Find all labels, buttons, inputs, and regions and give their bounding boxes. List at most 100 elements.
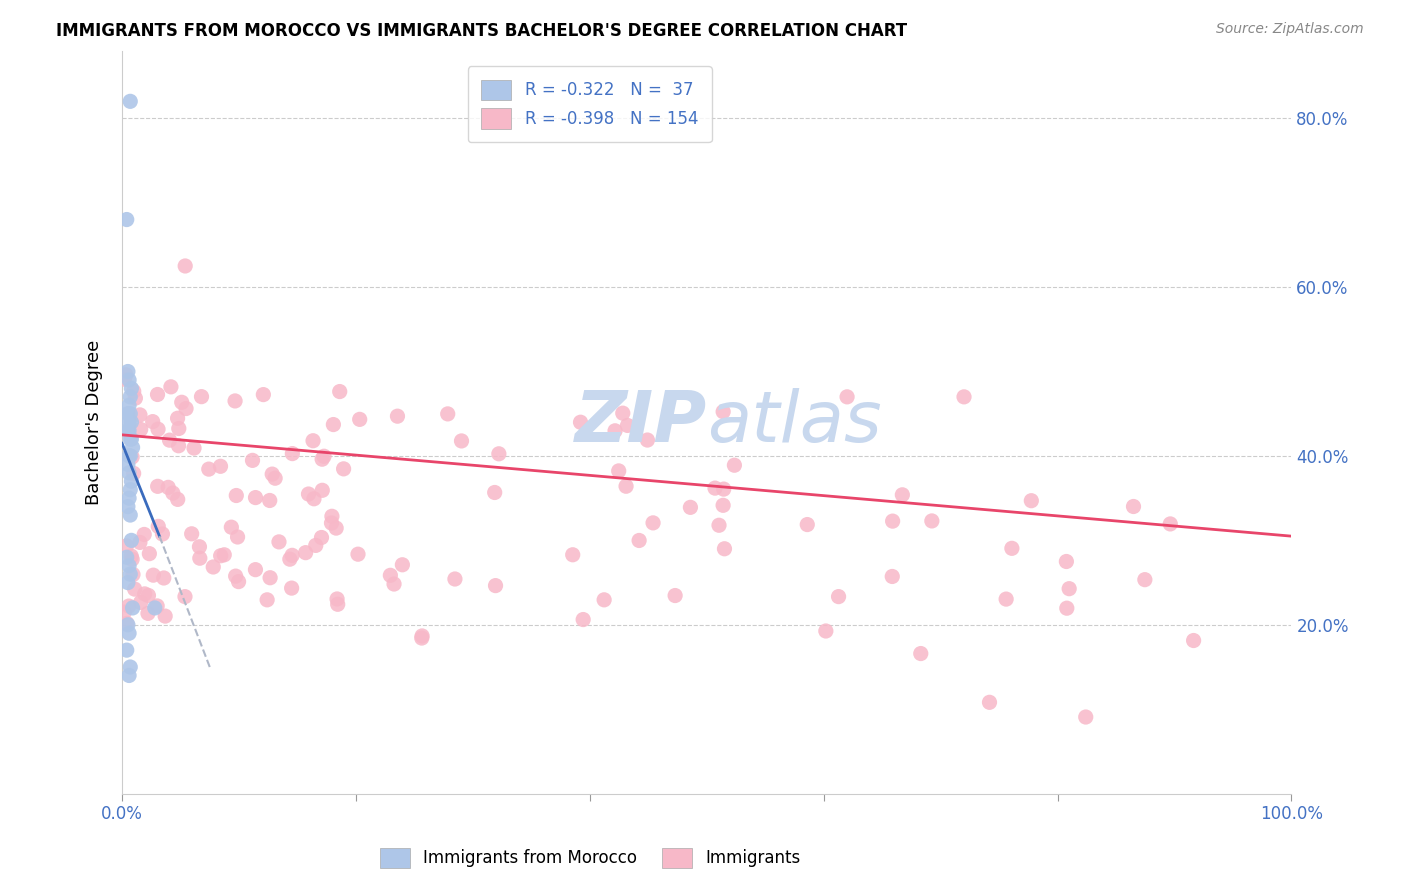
Point [142, 568, 165, 582]
Point [891, 488, 914, 502]
Y-axis label: Bachelor's Degree: Bachelor's Degree [86, 340, 103, 505]
Point [882, 514, 904, 528]
Point [221, 520, 243, 534]
Point [117, 617, 139, 632]
Point [612, 406, 634, 420]
Text: atlas: atlas [707, 388, 882, 457]
Point [488, 447, 510, 461]
Point [411, 629, 433, 643]
Point [129, 595, 152, 609]
Point [152, 527, 174, 541]
Point [1122, 500, 1144, 514]
Point [259, 571, 281, 585]
Point [166, 411, 188, 425]
Point [259, 493, 281, 508]
Point [120, 432, 142, 446]
Point [603, 424, 626, 438]
Point [120, 475, 142, 489]
Point [134, 527, 156, 541]
Point [112, 605, 135, 619]
Point [1159, 516, 1181, 531]
Point [138, 547, 160, 561]
Point [120, 533, 142, 548]
Point [124, 582, 146, 596]
Point [122, 567, 145, 582]
Point [117, 458, 139, 472]
Point [174, 259, 197, 273]
Point [245, 491, 267, 505]
Point [382, 577, 405, 591]
Point [129, 535, 152, 549]
Point [679, 500, 702, 515]
Point [882, 569, 904, 583]
Point [167, 439, 190, 453]
Point [159, 433, 181, 447]
Point [387, 409, 409, 424]
Point [329, 384, 352, 399]
Point [607, 464, 630, 478]
Point [1182, 633, 1205, 648]
Point [380, 568, 402, 582]
Point [162, 486, 184, 500]
Point [1021, 493, 1043, 508]
Point [120, 508, 142, 522]
Point [121, 601, 143, 615]
Point [115, 550, 138, 565]
Point [120, 660, 142, 674]
Point [921, 514, 943, 528]
Point [1074, 710, 1097, 724]
Point [305, 538, 328, 552]
Point [436, 407, 458, 421]
Point [713, 482, 735, 496]
Point [484, 485, 506, 500]
Point [118, 415, 141, 429]
Point [326, 591, 349, 606]
Point [120, 95, 142, 109]
Point [1057, 582, 1080, 596]
Point [572, 613, 595, 627]
Point [120, 432, 142, 446]
Point [115, 212, 138, 227]
Point [122, 467, 145, 481]
Point [118, 466, 141, 480]
Point [561, 548, 583, 562]
Point [129, 408, 152, 422]
Point [252, 387, 274, 401]
Point [118, 373, 141, 387]
Point [796, 517, 818, 532]
Point [146, 479, 169, 493]
Point [281, 447, 304, 461]
Point [118, 599, 141, 613]
Point [311, 483, 333, 498]
Text: ZIP: ZIP [575, 388, 707, 457]
Point [569, 415, 592, 429]
Point [118, 626, 141, 640]
Point [118, 398, 141, 412]
Point [120, 549, 142, 563]
Point [134, 587, 156, 601]
Point [202, 560, 225, 574]
Point [118, 558, 141, 573]
Point [326, 597, 349, 611]
Point [827, 590, 849, 604]
Point [641, 516, 664, 530]
Point [212, 548, 235, 562]
Point [264, 471, 287, 485]
Point [115, 539, 138, 553]
Point [245, 563, 267, 577]
Point [120, 390, 142, 404]
Point [160, 380, 183, 394]
Text: Source: ZipAtlas.com: Source: ZipAtlas.com [1216, 22, 1364, 37]
Point [347, 547, 370, 561]
Point [117, 365, 139, 379]
Point [209, 459, 232, 474]
Point [117, 575, 139, 590]
Point [121, 450, 143, 464]
Point [321, 509, 343, 524]
Point [153, 609, 176, 624]
Point [115, 368, 138, 382]
Point [120, 415, 142, 429]
Point [704, 481, 727, 495]
Point [636, 433, 658, 447]
Point [143, 601, 166, 615]
